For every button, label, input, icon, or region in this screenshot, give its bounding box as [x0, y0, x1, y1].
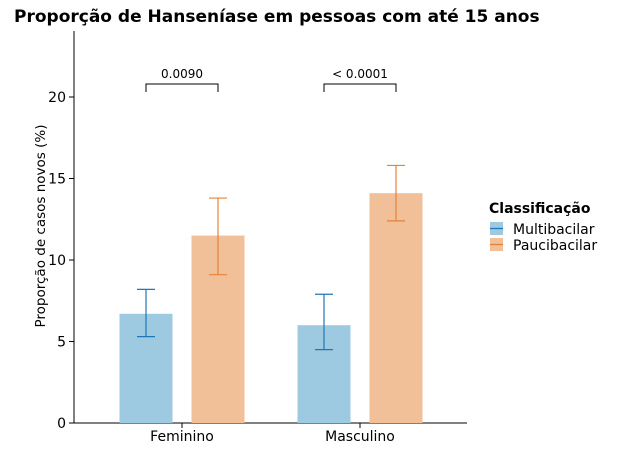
significance-label: < 0.0001: [332, 67, 388, 81]
x-tick-label: Feminino: [150, 429, 214, 445]
y-tick-label: 15: [48, 172, 66, 188]
bar: [369, 193, 423, 423]
significance-label: 0.0090: [161, 67, 203, 81]
legend-title: Classificação: [489, 201, 591, 217]
legend-label: Paucibacilar: [513, 238, 597, 254]
y-axis-label: Proporção de casos novos (%): [33, 125, 49, 328]
y-tick-label: 20: [48, 90, 66, 106]
chart-title: Proporção de Hanseníase em pessoas com a…: [14, 7, 540, 27]
significance-bracket: [323, 83, 397, 92]
x-tick-label: Masculino: [325, 429, 395, 445]
y-tick-label: 0: [57, 416, 66, 432]
plot-area: 0 5 10 15 20 Feminino Masculino 0.0090 < 0.0001: [48, 31, 467, 445]
legend-label: Multibacilar: [513, 222, 595, 238]
significance-bracket: [145, 83, 219, 92]
y-tick-label: 10: [48, 253, 66, 269]
y-tick-label: 5: [57, 335, 66, 351]
